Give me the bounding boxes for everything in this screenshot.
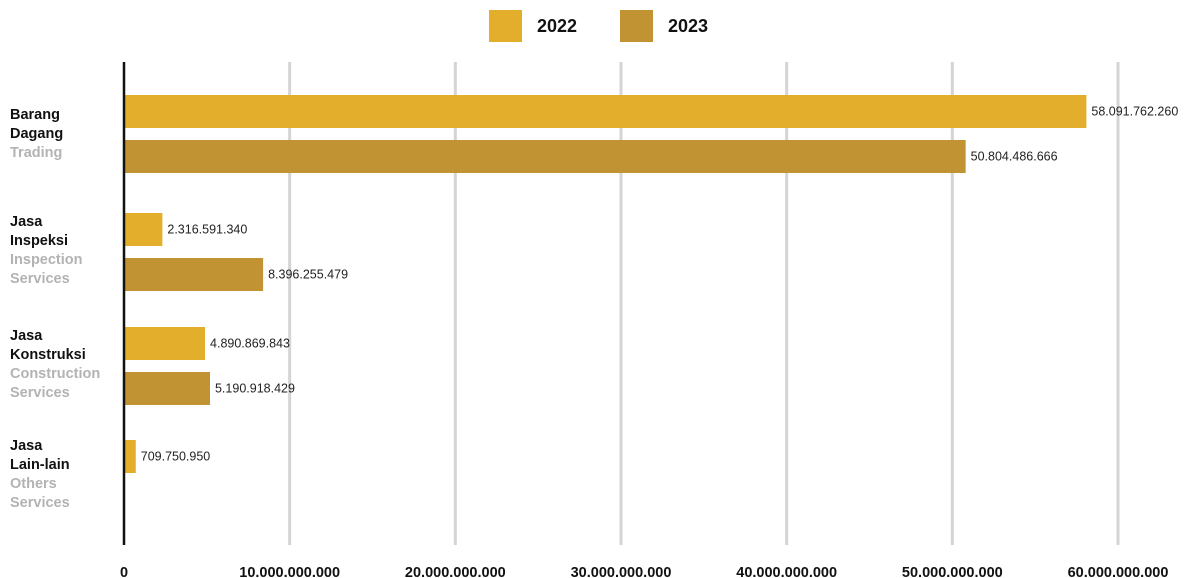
bar-2022 xyxy=(124,327,205,360)
data-label-2023: 8.396.255.479 xyxy=(268,268,348,282)
data-label-2022: 58.091.762.260 xyxy=(1091,105,1178,119)
x-tick-label: 50.000.000.000 xyxy=(902,565,1003,578)
data-label-2022: 709.750.950 xyxy=(141,450,211,464)
data-label-2022: 2.316.591.340 xyxy=(167,223,247,237)
x-tick-label: 60.000.000.000 xyxy=(1068,565,1169,578)
x-tick-label: 10.000.000.000 xyxy=(239,565,340,578)
x-tick-label: 40.000.000.000 xyxy=(736,565,837,578)
bar-2022 xyxy=(124,95,1086,128)
bar-2023 xyxy=(124,258,263,291)
data-label-2022: 4.890.869.843 xyxy=(210,337,290,351)
x-tick-label: 20.000.000.000 xyxy=(405,565,506,578)
x-tick-label: 0 xyxy=(120,565,128,578)
bar-2023 xyxy=(124,140,966,173)
bar-2022 xyxy=(124,440,136,473)
data-label-2023: 50.804.486.666 xyxy=(971,150,1058,164)
x-tick-label: 30.000.000.000 xyxy=(571,565,672,578)
data-label-2023: 5.190.918.429 xyxy=(215,382,295,396)
bar-2023 xyxy=(124,372,210,405)
bar-2022 xyxy=(124,213,162,246)
